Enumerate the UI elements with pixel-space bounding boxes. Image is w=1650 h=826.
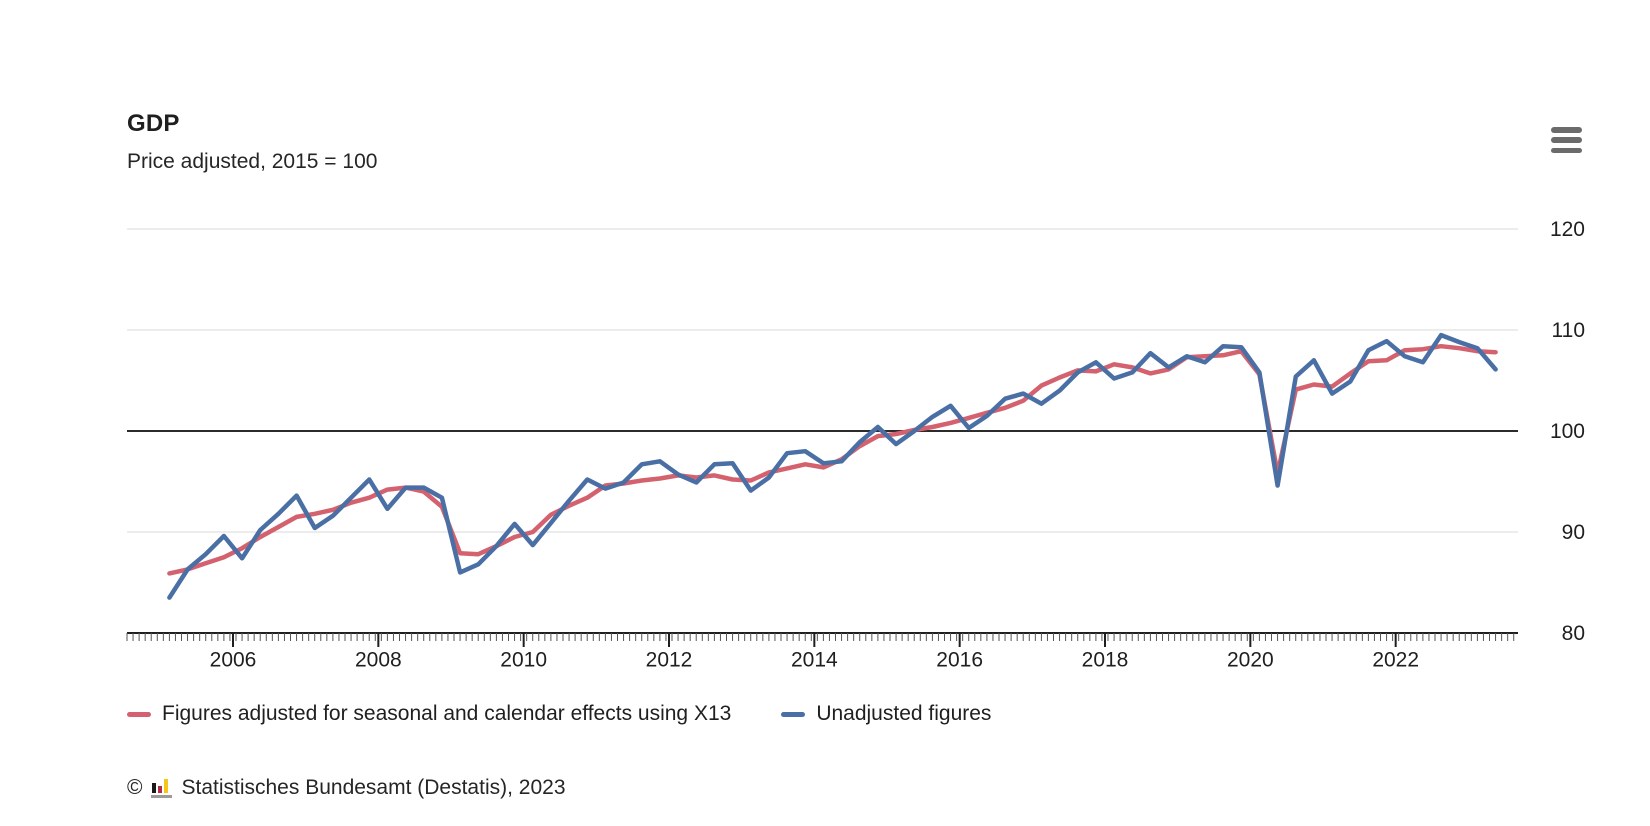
x-tick-label-2010: 2010 xyxy=(500,648,547,671)
legend-label-unadjusted: Unadjusted figures xyxy=(816,702,992,725)
legend-item-unadjusted[interactable]: Unadjusted figures xyxy=(781,702,991,726)
logo-bar-black xyxy=(152,782,157,793)
x-tick-label-2008: 2008 xyxy=(355,648,402,671)
menu-bar xyxy=(1551,127,1582,133)
hamburger-menu-icon[interactable] xyxy=(1549,123,1585,157)
copyright-text: Statistisches Bundesamt (Destatis), 2023 xyxy=(181,776,566,799)
logo-baseline xyxy=(151,794,173,798)
legend-item-adjusted[interactable]: Figures adjusted for seasonal and calend… xyxy=(127,702,731,726)
logo-bar-red xyxy=(158,785,163,793)
x-tick-label-2014: 2014 xyxy=(791,648,838,671)
x-tick-label-2020: 2020 xyxy=(1227,648,1274,671)
x-axis-year-ticks: 2006 2008 2010 2012 2014 2016 2018 2020 2022 xyxy=(210,633,1419,671)
chart-subtitle: Price adjusted, 2015 = 100 xyxy=(127,150,378,173)
y-axis-labels: 80 90 100 110 120 xyxy=(1550,218,1585,645)
copyright-symbol: © xyxy=(127,776,143,799)
chart-legend: Figures adjusted for seasonal and calend… xyxy=(127,702,991,726)
menu-bar xyxy=(1551,137,1582,143)
x-tick-label-2016: 2016 xyxy=(936,648,983,671)
x-axis-minor-ticks xyxy=(126,633,1515,641)
logo-bar-yellow xyxy=(164,778,169,793)
menu-bar xyxy=(1551,147,1582,153)
adjusted-series-swatch-icon xyxy=(127,711,151,717)
page-title: GDP xyxy=(127,110,180,137)
y-tick-label-80: 80 xyxy=(1562,622,1585,645)
destatis-logo-bars xyxy=(151,778,172,793)
y-tick-label-90: 90 xyxy=(1562,521,1585,544)
x-tick-label-2006: 2006 xyxy=(210,648,257,671)
series-unadjusted-line xyxy=(167,332,1498,600)
unadjusted-series-swatch-icon xyxy=(781,711,806,717)
x-tick-label-2022: 2022 xyxy=(1372,648,1419,671)
x-tick-label-2012: 2012 xyxy=(646,648,693,671)
x-tick-label-2018: 2018 xyxy=(1082,648,1129,671)
y-tick-label-100: 100 xyxy=(1550,420,1585,443)
destatis-logo-icon xyxy=(151,778,173,798)
copyright-line: © Statistisches Bundesamt (Destatis), 20… xyxy=(127,776,566,800)
gridlines xyxy=(127,228,1518,533)
y-tick-label-120: 120 xyxy=(1550,218,1585,241)
legend-label-adjusted: Figures adjusted for seasonal and calend… xyxy=(162,702,732,725)
y-tick-label-110: 110 xyxy=(1552,319,1585,342)
